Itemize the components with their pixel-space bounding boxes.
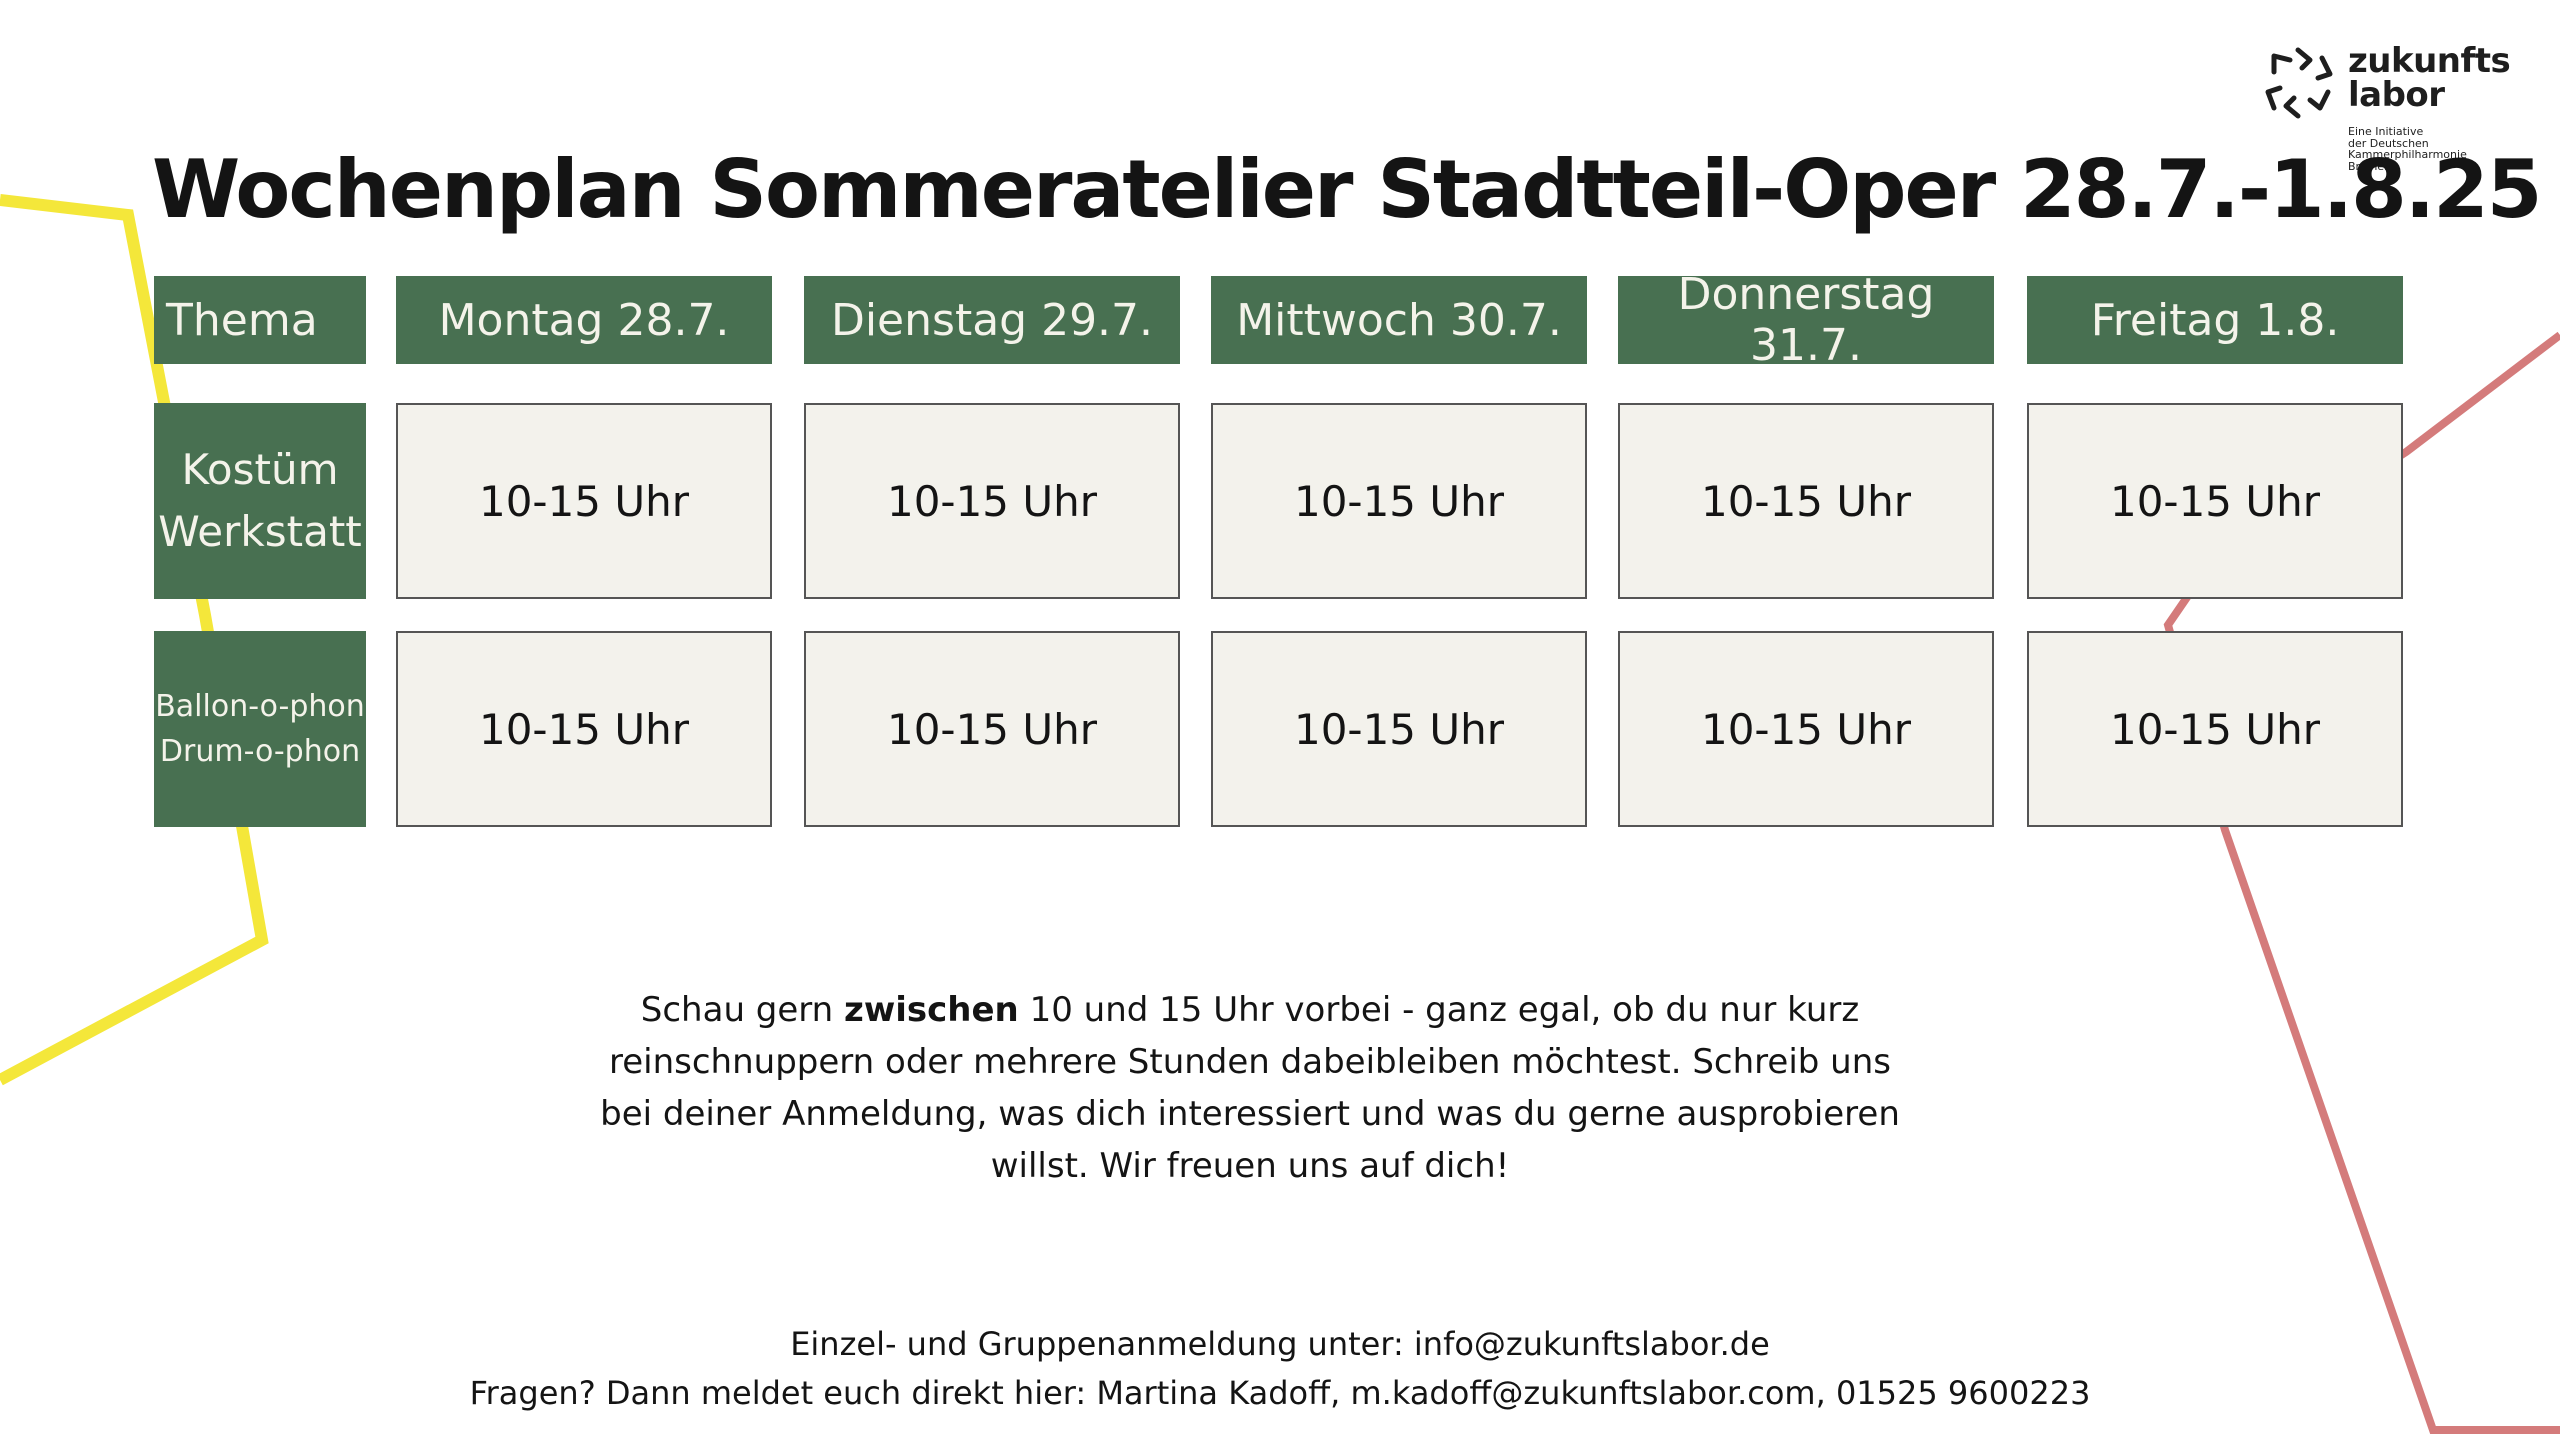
slot-r2-wednesday: 10-15 Uhr <box>1211 631 1587 827</box>
slot-r2-thursday: 10-15 Uhr <box>1618 631 1994 827</box>
logo-subtitle: Eine Initiative der Deutschen Kammerphil… <box>2348 125 2467 173</box>
slot-r2-friday: 10-15 Uhr <box>2027 631 2403 827</box>
slot-r1-thursday: 10-15 Uhr <box>1618 403 1994 599</box>
theme-kostuem-werkstatt: Kostüm Werkstatt <box>154 403 366 599</box>
info-text: Schau gern <box>640 990 845 1030</box>
theme-ballon-drum: Ballon-o-phon Drum-o-phon <box>154 631 366 827</box>
header-friday: Freitag 1.8. <box>2027 276 2403 364</box>
logo-wordmark: zukunfts labor <box>2348 41 2511 115</box>
theme-line: Werkstatt <box>158 507 362 556</box>
theme-line: Drum-o-phon <box>159 734 361 769</box>
theme-line: Ballon-o-phon <box>155 689 365 724</box>
slot-r2-monday: 10-15 Uhr <box>396 631 772 827</box>
info-text: 10 und 15 Uhr vorbei - ganz egal, ob du … <box>600 990 1900 1186</box>
registration-line: Einzel- und Gruppenanmeldung unter: info… <box>790 1325 1770 1363</box>
header-thursday: Donnerstag 31.7. <box>1618 269 1994 371</box>
info-emphasis: zwischen <box>844 990 1019 1030</box>
header-monday: Montag 28.7. <box>396 276 772 364</box>
slot-r1-wednesday: 10-15 Uhr <box>1211 403 1587 599</box>
logo: zukunfts labor Eine Initiative der Deuts… <box>2264 44 2514 184</box>
header-wednesday: Mittwoch 30.7. <box>1211 276 1587 364</box>
info-paragraph: Schau gern zwischen 10 und 15 Uhr vorbei… <box>600 984 1900 1192</box>
zukunftslabor-logo-icon <box>2265 47 2333 119</box>
slot-r2-tuesday: 10-15 Uhr <box>804 631 1180 827</box>
theme-line: Kostüm <box>181 445 339 494</box>
header-theme: Thema <box>154 276 366 364</box>
header-tuesday: Dienstag 29.7. <box>804 276 1180 364</box>
contact-line: Fragen? Dann meldet euch direkt hier: Ma… <box>469 1374 2091 1412</box>
slot-r1-friday: 10-15 Uhr <box>2027 403 2403 599</box>
page-title: Wochenplan Sommeratelier Stadtteil-Oper … <box>152 143 2542 236</box>
slot-r1-tuesday: 10-15 Uhr <box>804 403 1180 599</box>
slot-r1-monday: 10-15 Uhr <box>396 403 772 599</box>
